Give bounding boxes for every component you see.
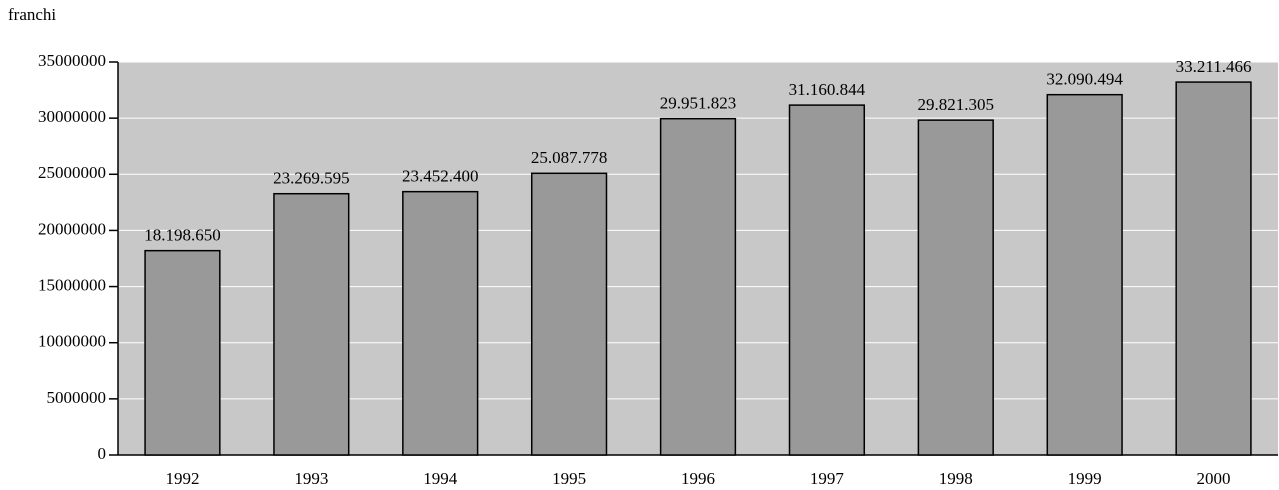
value-label: 29.951.823	[660, 94, 737, 113]
bar	[659, 117, 737, 456]
bar	[273, 192, 350, 456]
y-tick-label: 15000000	[38, 275, 106, 294]
bar	[144, 249, 221, 456]
x-tick-label: 1993	[294, 469, 328, 488]
bar	[402, 190, 479, 456]
y-tick-label: 0	[98, 444, 107, 463]
x-tick-label: 1999	[1068, 469, 1102, 488]
y-tick-label: 5000000	[47, 388, 107, 407]
x-tick-label: 1994	[423, 469, 458, 488]
y-tick-label: 25000000	[38, 163, 106, 182]
value-label: 18.198.650	[144, 226, 221, 245]
x-tick-label: 1997	[810, 469, 845, 488]
value-label: 25.087.778	[531, 148, 608, 167]
x-tick-label: 1998	[939, 469, 973, 488]
y-tick-label: 10000000	[38, 332, 106, 351]
y-tick-label: 30000000	[38, 107, 106, 126]
x-tick-label: 2000	[1197, 469, 1231, 488]
x-tick-label: 1992	[165, 469, 199, 488]
bar	[788, 104, 866, 456]
value-label: 29.821.305	[918, 95, 995, 114]
value-label: 23.269.595	[273, 169, 350, 188]
value-label: 32.090.494	[1046, 70, 1123, 89]
x-tick-label: 1995	[552, 469, 586, 488]
value-label: 23.452.400	[402, 167, 479, 186]
x-tick-label: 1996	[681, 469, 715, 488]
y-tick-label: 35000000	[38, 51, 106, 70]
y-tick-label: 20000000	[38, 219, 106, 238]
bar	[1175, 81, 1252, 456]
value-label: 33.211.466	[1176, 57, 1252, 76]
bar	[917, 119, 994, 456]
bar	[530, 172, 608, 456]
value-label: 31.160.844	[789, 80, 866, 99]
y-axis-label: franchi	[8, 5, 56, 24]
bar	[1046, 93, 1123, 456]
